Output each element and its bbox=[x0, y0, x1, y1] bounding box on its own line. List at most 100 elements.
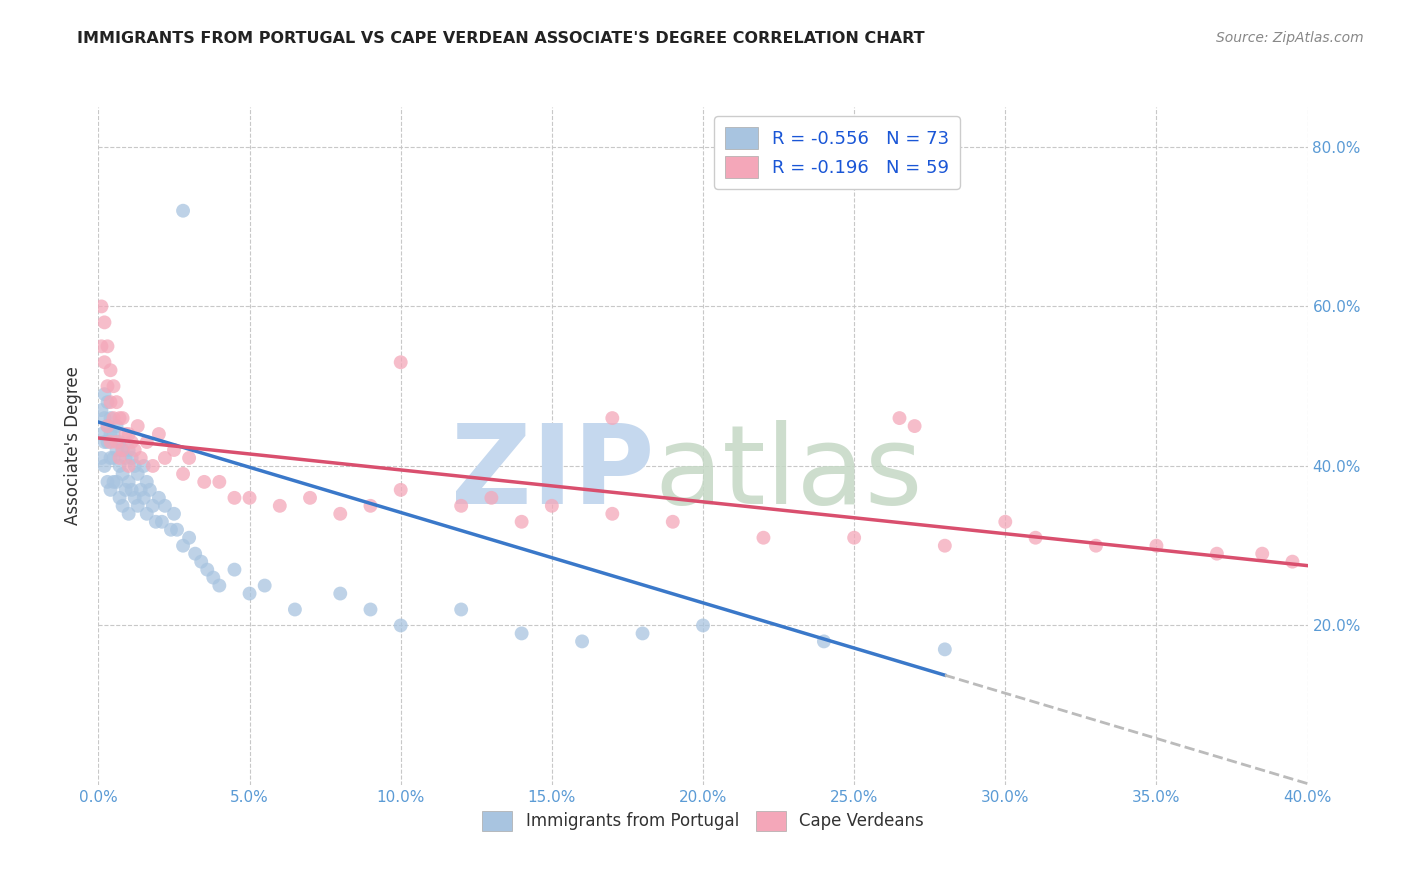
Point bbox=[118, 507, 141, 521]
Point bbox=[224, 491, 246, 505]
Point bbox=[135, 435, 157, 450]
Point bbox=[90, 450, 112, 465]
Point bbox=[96, 395, 118, 409]
Point bbox=[129, 450, 152, 465]
Point bbox=[111, 411, 134, 425]
Point bbox=[253, 578, 276, 592]
Point bbox=[179, 531, 201, 545]
Point bbox=[100, 395, 122, 409]
Point bbox=[103, 450, 125, 465]
Y-axis label: Associate's Degree: Associate's Degree bbox=[65, 367, 83, 525]
Point bbox=[93, 315, 115, 329]
Point bbox=[90, 427, 112, 442]
Point bbox=[90, 339, 112, 353]
Point bbox=[108, 435, 131, 450]
Point bbox=[844, 531, 866, 545]
Point bbox=[142, 458, 165, 473]
Point bbox=[108, 491, 131, 505]
Legend: Immigrants from Portugal, Cape Verdeans: Immigrants from Portugal, Cape Verdeans bbox=[475, 804, 931, 838]
Point bbox=[602, 507, 624, 521]
Point bbox=[602, 411, 624, 425]
Point bbox=[172, 203, 194, 218]
Point bbox=[166, 523, 188, 537]
Point bbox=[329, 507, 352, 521]
Point bbox=[148, 491, 170, 505]
Point bbox=[118, 442, 141, 457]
Point bbox=[142, 499, 165, 513]
Point bbox=[93, 411, 115, 425]
Point bbox=[90, 300, 112, 314]
Point bbox=[103, 411, 125, 425]
Point bbox=[172, 467, 194, 481]
Point bbox=[172, 539, 194, 553]
Point bbox=[93, 355, 115, 369]
Text: IMMIGRANTS FROM PORTUGAL VS CAPE VERDEAN ASSOCIATE'S DEGREE CORRELATION CHART: IMMIGRANTS FROM PORTUGAL VS CAPE VERDEAN… bbox=[77, 31, 925, 46]
Point bbox=[145, 515, 167, 529]
Point bbox=[160, 523, 183, 537]
Point bbox=[208, 578, 231, 592]
Point bbox=[813, 634, 835, 648]
Point bbox=[96, 475, 118, 489]
Point bbox=[108, 450, 131, 465]
Point bbox=[100, 427, 122, 442]
Point bbox=[124, 491, 146, 505]
Point bbox=[111, 442, 134, 457]
Point bbox=[111, 467, 134, 481]
Point bbox=[510, 626, 533, 640]
Point bbox=[153, 450, 176, 465]
Point bbox=[1206, 547, 1229, 561]
Point bbox=[108, 458, 131, 473]
Point bbox=[90, 403, 112, 417]
Point bbox=[96, 419, 118, 434]
Point bbox=[105, 475, 128, 489]
Point bbox=[118, 458, 141, 473]
Point bbox=[111, 442, 134, 457]
Point bbox=[105, 442, 128, 457]
Point bbox=[135, 507, 157, 521]
Point bbox=[124, 458, 146, 473]
Point bbox=[389, 355, 412, 369]
Point bbox=[114, 483, 136, 497]
Point bbox=[127, 467, 149, 481]
Point bbox=[224, 563, 246, 577]
Point bbox=[360, 602, 382, 616]
Point bbox=[360, 499, 382, 513]
Point bbox=[389, 483, 412, 497]
Text: ZIP: ZIP bbox=[451, 419, 655, 526]
Point bbox=[661, 515, 683, 529]
Point bbox=[481, 491, 503, 505]
Point bbox=[904, 419, 927, 434]
Point bbox=[127, 499, 149, 513]
Point bbox=[100, 450, 122, 465]
Point bbox=[150, 515, 173, 529]
Point bbox=[100, 411, 122, 425]
Point bbox=[934, 539, 956, 553]
Point bbox=[148, 427, 170, 442]
Point bbox=[994, 515, 1017, 529]
Point bbox=[1144, 539, 1167, 553]
Text: atlas: atlas bbox=[655, 419, 924, 526]
Point bbox=[190, 555, 212, 569]
Point bbox=[103, 475, 125, 489]
Point bbox=[121, 450, 143, 465]
Point bbox=[163, 442, 186, 457]
Point bbox=[153, 499, 176, 513]
Point bbox=[93, 458, 115, 473]
Point bbox=[1281, 555, 1303, 569]
Point bbox=[889, 411, 911, 425]
Point bbox=[105, 395, 128, 409]
Point bbox=[114, 427, 136, 442]
Point bbox=[208, 475, 231, 489]
Point bbox=[96, 339, 118, 353]
Point bbox=[96, 379, 118, 393]
Point bbox=[114, 450, 136, 465]
Point bbox=[132, 458, 155, 473]
Point bbox=[1024, 531, 1046, 545]
Point bbox=[752, 531, 775, 545]
Point bbox=[239, 491, 262, 505]
Point bbox=[450, 602, 472, 616]
Point bbox=[510, 515, 533, 529]
Point bbox=[139, 483, 162, 497]
Point bbox=[284, 602, 307, 616]
Point bbox=[195, 563, 218, 577]
